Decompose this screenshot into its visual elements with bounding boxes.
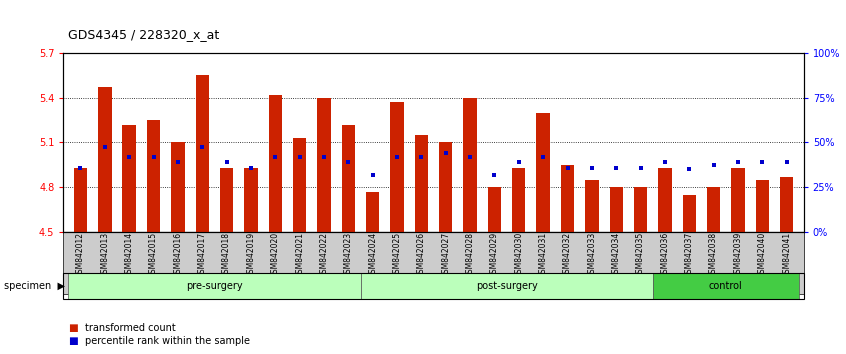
Text: percentile rank within the sample: percentile rank within the sample — [85, 336, 250, 346]
Bar — [147, 120, 160, 232]
Bar — [488, 187, 501, 232]
Bar — [390, 102, 404, 232]
Text: ■: ■ — [68, 336, 78, 346]
Bar — [634, 187, 647, 232]
Bar — [171, 143, 184, 232]
Bar — [69, 273, 360, 299]
Bar — [439, 143, 453, 232]
Bar — [707, 187, 720, 232]
Bar — [658, 168, 672, 232]
Bar — [512, 168, 525, 232]
Bar — [342, 125, 355, 232]
Bar — [780, 177, 794, 232]
Bar — [293, 138, 306, 232]
Text: post-surgery: post-surgery — [475, 281, 537, 291]
Text: ■: ■ — [68, 323, 78, 333]
Bar — [366, 192, 379, 232]
Text: specimen  ▶: specimen ▶ — [4, 281, 65, 291]
Bar — [317, 98, 331, 232]
Bar — [561, 165, 574, 232]
Bar — [683, 195, 696, 232]
Bar — [360, 273, 653, 299]
Text: GDS4345 / 228320_x_at: GDS4345 / 228320_x_at — [68, 28, 219, 41]
Text: control: control — [709, 281, 743, 291]
Bar — [755, 180, 769, 232]
Bar — [220, 168, 233, 232]
Bar — [464, 98, 477, 232]
Bar — [123, 125, 136, 232]
Bar — [268, 95, 282, 232]
Text: pre-surgery: pre-surgery — [186, 281, 243, 291]
Bar — [536, 113, 550, 232]
Bar — [609, 187, 623, 232]
Bar — [585, 180, 599, 232]
Bar — [74, 168, 87, 232]
Bar — [731, 168, 744, 232]
Bar — [653, 273, 799, 299]
Bar — [98, 87, 112, 232]
Bar — [244, 168, 258, 232]
Bar — [195, 75, 209, 232]
Text: transformed count: transformed count — [85, 323, 175, 333]
Bar — [415, 135, 428, 232]
